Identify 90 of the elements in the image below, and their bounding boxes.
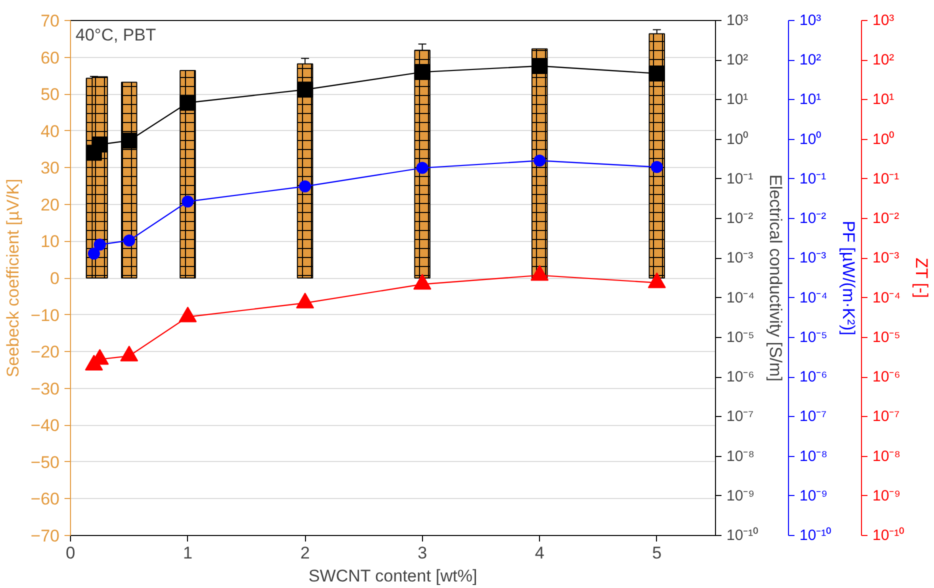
text: 10⁻¹ [800,170,826,188]
point [534,154,546,167]
text: PF [µW/(m·K²)] [839,220,858,336]
point [120,346,138,362]
annotation: 40°C, PBT [76,26,156,44]
y-tick-label: 20 [40,195,60,214]
text: 10² [800,52,822,69]
y2-tick-label: 10⁻⁴ [726,289,755,306]
text: 10³ [872,12,894,29]
y2-tick-label: 10⁻¹⁰ [726,527,758,544]
text: 10⁻¹⁰ [800,527,832,544]
x-tick-label: 1 [183,544,193,562]
x-tick-label: 0 [66,544,76,562]
y-tick-label: −10 [30,306,60,325]
text: 10² [872,52,894,69]
text: 10⁻⁷ [872,408,900,426]
point [299,180,312,192]
text: 10⁻⁷ [800,408,827,426]
text: 10⁰ [872,130,894,148]
y2-tick-label: 10¹ [726,91,748,108]
text: 10⁻¹ [872,170,900,188]
text: 10⁻⁴ [872,289,901,306]
point [414,64,430,80]
text: 10⁰ [800,130,822,148]
point [88,248,100,260]
point [413,274,432,290]
y-tick-label: −40 [30,416,60,436]
text: 10⁻⁴ [800,289,828,306]
point [178,306,197,322]
text: 10⁻² [800,210,826,228]
y-tick-label: −30 [30,379,60,398]
x-tick-label: 2 [300,544,310,562]
x-axis-title: SWCNT content [wt%] [308,566,478,586]
text: 10⁻⁸ [872,448,901,465]
text: 10⁻⁸ [800,448,828,465]
y-tick-label: −60 [30,490,60,509]
text: 10⁻⁵ [872,328,900,346]
y-tick-label: 30 [40,158,60,178]
point [296,292,314,308]
y-tick-label: 0 [50,269,60,288]
y-tick-label: −70 [30,526,60,546]
point [648,65,665,82]
y-tick-label: 10 [40,232,60,252]
point [92,136,108,153]
y-tick-label: −50 [30,452,60,472]
y2-tick-label: 10⁻⁸ [726,448,755,465]
y2-tick-label: 10⁻³ [726,250,754,267]
text: 10⁻⁹ [800,487,828,504]
y-axis-title: Seebeck coefficient [µV/K] [4,178,23,378]
y2-tick-label: 10⁻² [726,210,754,228]
text: 10⁻³ [872,250,900,267]
x-tick-label: 3 [418,544,428,562]
point [94,238,106,251]
y-tick-label: −20 [30,342,60,362]
text: ZT [-] [912,258,932,298]
y2-tick-label: 10² [726,52,748,69]
text: 10¹ [872,91,894,108]
point [297,82,314,98]
y-tick-label: 60 [40,48,60,68]
y-tick-label: 50 [40,85,60,104]
y2-tick-label: 10⁻⁷ [726,408,754,426]
y2-axis-title: Electrical conductivity [S/m] [766,174,786,382]
text: 10¹ [800,91,822,108]
text: 10⁻³ [800,250,826,267]
text: 10⁻² [872,210,900,228]
text: 10⁻⁶ [872,368,900,386]
y2-tick-label: 10⁰ [726,130,748,148]
y-tick-label: 40 [40,122,60,141]
text: 10⁻¹⁰ [872,527,904,544]
text: 10⁻⁶ [800,368,828,386]
point [121,132,138,149]
point [650,161,663,174]
y2-tick-label: 10⁻⁹ [726,487,755,504]
y-tick-label: 70 [40,12,60,30]
point [180,94,196,111]
y2-tick-label: 10⁻⁵ [726,328,754,346]
point [648,272,666,288]
y2-tick-label: 10³ [726,12,748,29]
text: 10³ [800,12,822,29]
point [182,196,194,208]
y2-tick-label: 10⁻⁶ [726,368,754,386]
point [123,234,136,246]
point [532,58,548,74]
text: 10⁻⁹ [872,487,901,504]
point [530,264,549,281]
x-tick-label: 4 [534,544,544,562]
x-tick-label: 5 [652,544,662,562]
text: 10⁻⁵ [800,328,828,346]
point [416,162,428,174]
y2-tick-label: 10⁻¹ [726,170,754,188]
